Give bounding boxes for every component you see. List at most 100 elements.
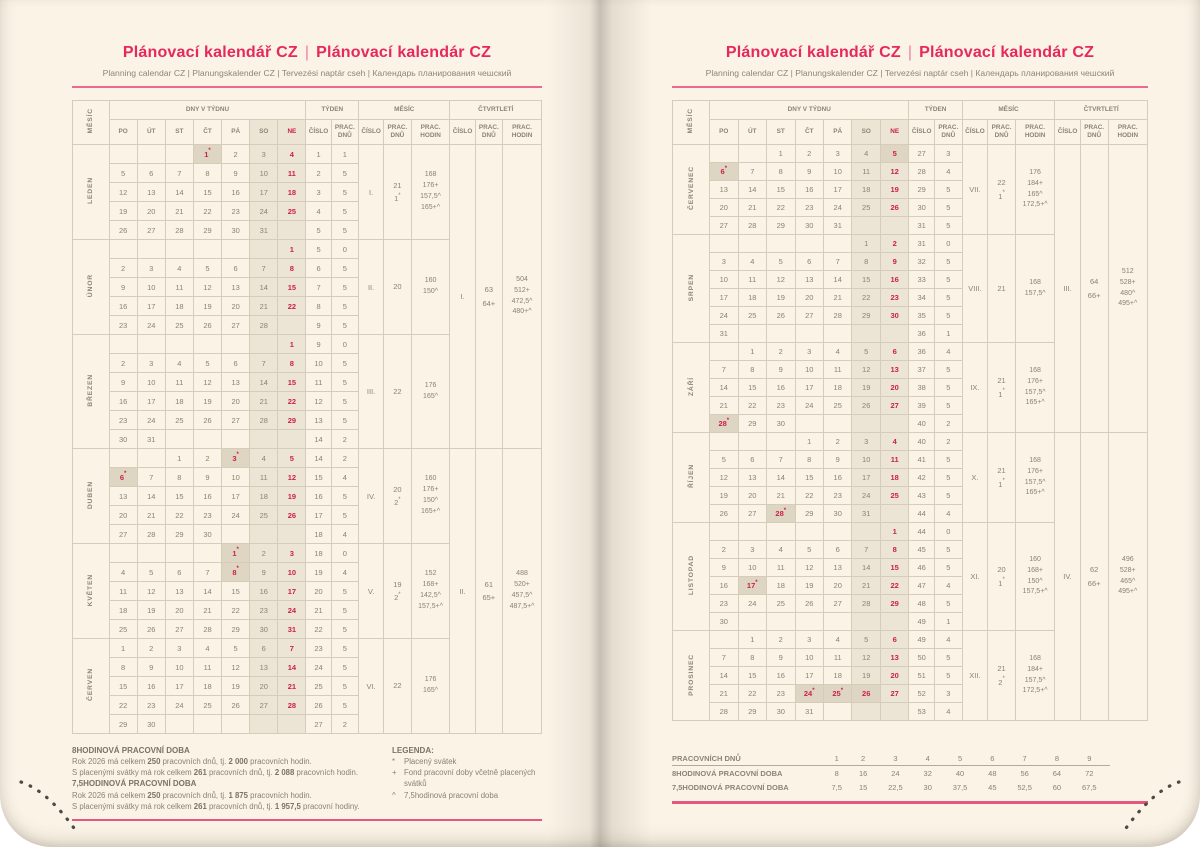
day-cell: 20 bbox=[249, 676, 279, 696]
day-cell: 9 bbox=[221, 163, 251, 183]
week-number-cell: 49 bbox=[908, 612, 935, 631]
week-row: 5 6 7 8 9 10 11 41 5 bbox=[673, 450, 1148, 469]
week-number-cell: 5 bbox=[305, 220, 332, 240]
empty-day-cell bbox=[822, 612, 853, 631]
day-cell: 21 bbox=[249, 296, 279, 316]
day-cell: 14 bbox=[851, 558, 881, 577]
day-cell: 21 bbox=[136, 505, 166, 525]
day-cell: 1 bbox=[108, 638, 138, 658]
day-cell: 10 bbox=[249, 163, 279, 183]
week-number-cell: 18 bbox=[305, 524, 332, 544]
week-row: LISTOPAD 1 44 0 XI. 20 1* 160 168+ 150^ 157,5+^ bbox=[671, 522, 1148, 631]
day-cell: 18 bbox=[192, 676, 223, 696]
day-cell: 18 bbox=[737, 288, 768, 307]
workdays-value-cell: 7 bbox=[1004, 751, 1046, 766]
workdays-value-cell: 52,5 bbox=[1017, 782, 1032, 792]
day-cell: 25 bbox=[822, 396, 853, 415]
workdays-value-cell: 8 bbox=[834, 768, 839, 778]
column-subheader: PRAC. DNŮ bbox=[933, 119, 963, 145]
day-cell: 29 bbox=[192, 220, 223, 240]
empty-day-cell bbox=[108, 448, 138, 468]
workdays-value-cell: 45 bbox=[988, 782, 997, 792]
week-workdays-cell: 5 bbox=[330, 676, 360, 696]
day-cell: 21 bbox=[709, 396, 739, 415]
day-cell: 18 bbox=[277, 182, 307, 202]
quarter-hours-cell: 496 528+ 465^ 495+^ bbox=[1107, 432, 1149, 721]
week-row: 13 14 15 16 17 18 19 16 5 bbox=[73, 486, 542, 506]
bottom-rule bbox=[672, 801, 1148, 804]
week-row: 30 49 1 bbox=[673, 612, 1148, 631]
week-number-cell: 2 bbox=[305, 163, 332, 183]
left-page: Plánovací kalendář CZ | Plánovací kalendár… bbox=[72, 44, 542, 822]
day-cell: 6 bbox=[879, 630, 910, 649]
day-cell: 9 bbox=[108, 277, 138, 297]
week-workdays-cell: 0 bbox=[933, 234, 963, 253]
day-cell: 8 bbox=[277, 258, 307, 278]
day-cell: 29 bbox=[794, 504, 824, 523]
column-header-quarter-group: ČTVRTLETÍ bbox=[449, 100, 542, 120]
week-workdays-cell: 5 bbox=[933, 216, 963, 235]
week-workdays-cell: 4 bbox=[933, 702, 963, 721]
day-cell: 20 bbox=[794, 288, 824, 307]
legend-item: ^ 7,5hodinová pracovní doba bbox=[392, 790, 542, 801]
week-workdays-cell: 4 bbox=[933, 630, 963, 649]
day-cell: 19 bbox=[277, 486, 307, 506]
day-cell: 29 bbox=[766, 216, 796, 235]
day-cell: 15 bbox=[737, 666, 768, 685]
workdays-value-cell: 30 bbox=[923, 782, 932, 792]
day-cell: 7 bbox=[136, 467, 166, 487]
right-footer: PRACOVNÍCH DNŮ 1 2 3 4 5 6 7 8 9 8HODINOVÁ PRACOVN… bbox=[672, 751, 1148, 794]
legend-title: LEGENDA: bbox=[392, 746, 434, 755]
day-cell: 16 bbox=[709, 576, 739, 595]
day-cell: 29 bbox=[221, 619, 251, 639]
week-number-cell: 35 bbox=[908, 306, 935, 325]
workdays-hours-table: PRACOVNÍCH DNŮ 1 2 3 4 5 6 7 8 9 8HODINOVÁ PRACOVN… bbox=[672, 751, 1110, 794]
day-cell: 27 bbox=[879, 396, 910, 415]
week-workdays-cell: 5 bbox=[330, 657, 360, 677]
week-workdays-cell: 0 bbox=[330, 543, 360, 563]
legend-symbol: ^ bbox=[392, 790, 396, 800]
day-cell: 6* bbox=[108, 467, 138, 487]
day-cell: 11 bbox=[766, 558, 796, 577]
day-cell: 17 bbox=[794, 378, 824, 397]
week-number-cell: 18 bbox=[305, 543, 332, 563]
empty-day-cell bbox=[766, 522, 796, 541]
week-workdays-cell: 3 bbox=[933, 144, 963, 163]
week-number-cell: 8 bbox=[305, 296, 332, 316]
empty-day-cell bbox=[794, 612, 824, 631]
day-cell: 4 bbox=[249, 448, 279, 468]
day-cell: 16 bbox=[879, 270, 910, 289]
day-cell: 10 bbox=[136, 372, 166, 392]
day-cell: 30 bbox=[192, 524, 223, 544]
empty-day-cell bbox=[277, 315, 307, 335]
week-workdays-cell: 5 bbox=[330, 353, 360, 373]
week-workdays-cell: 4 bbox=[933, 504, 963, 523]
week-workdays-cell: 3 bbox=[933, 684, 963, 703]
day-cell: 5 bbox=[794, 540, 824, 559]
day-cell: 9 bbox=[136, 657, 166, 677]
empty-day-cell bbox=[851, 414, 881, 433]
week-workdays-cell: 5 bbox=[330, 277, 360, 297]
column-header-weekdays-group: DNY V TÝDNU bbox=[709, 100, 910, 120]
empty-day-cell bbox=[794, 522, 824, 541]
week-row: ZÁŘÍ 1 2 3 4 5 6 36 4 IX. 21 1* 168 176+ 157,5^ 165+^ bbox=[671, 342, 1148, 433]
day-cell: 23 bbox=[221, 201, 251, 221]
day-cell: 22 bbox=[108, 695, 138, 715]
day-cell: 20 bbox=[164, 600, 194, 620]
day-cell: 9 bbox=[822, 450, 853, 469]
week-number-cell: 32 bbox=[908, 252, 935, 271]
summary-line: Rok 2026 má celkem 250 pracovních dnů, t… bbox=[72, 790, 312, 800]
empty-day-cell bbox=[851, 216, 881, 235]
day-cell: 25 bbox=[737, 306, 768, 325]
month-hours-cell: 168 184+ 157,5^ 172,5+^ bbox=[1014, 630, 1056, 721]
bottom-rule bbox=[72, 818, 542, 822]
day-cell: 14 bbox=[766, 468, 796, 487]
day-cell: 23 bbox=[108, 410, 138, 430]
month-workdays-cell: 20 2* bbox=[383, 448, 412, 544]
month-hours-cell: 160 176+ 150^ 165+^ bbox=[410, 448, 451, 544]
day-cell: 3 bbox=[249, 144, 279, 164]
day-cell: 8 bbox=[108, 657, 138, 677]
month-hours-cell: 168 157,5^ bbox=[1014, 234, 1056, 343]
week-row: 27 28 29 30 31 31 5 bbox=[673, 216, 1148, 235]
